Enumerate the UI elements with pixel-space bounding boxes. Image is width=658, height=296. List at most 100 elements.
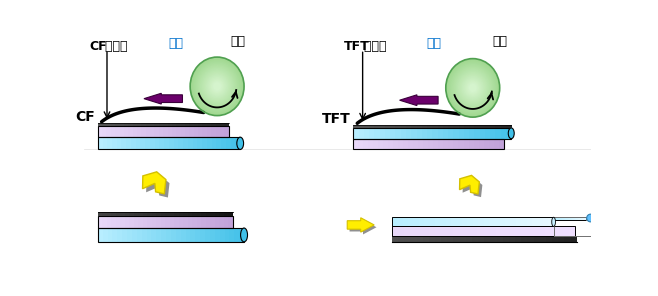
Bar: [186, 228, 191, 242]
Bar: [438, 128, 443, 139]
Bar: [146, 126, 151, 137]
Bar: [408, 217, 414, 226]
Bar: [178, 216, 184, 228]
Bar: [561, 217, 563, 220]
Bar: [141, 126, 146, 137]
Bar: [137, 228, 142, 242]
Bar: [497, 236, 503, 242]
Bar: [369, 128, 375, 139]
Bar: [122, 228, 128, 242]
Bar: [393, 139, 399, 149]
Bar: [107, 137, 113, 149]
Bar: [417, 236, 423, 242]
Bar: [202, 137, 207, 149]
Bar: [556, 217, 557, 220]
Bar: [159, 126, 164, 137]
Ellipse shape: [190, 57, 244, 116]
Bar: [448, 128, 454, 139]
Bar: [401, 128, 407, 139]
Ellipse shape: [449, 62, 496, 113]
Ellipse shape: [192, 59, 242, 114]
Bar: [228, 212, 233, 216]
Bar: [181, 123, 186, 126]
Polygon shape: [463, 178, 482, 197]
Bar: [103, 228, 108, 242]
Bar: [102, 216, 107, 228]
Bar: [155, 137, 160, 149]
Bar: [484, 217, 490, 226]
Ellipse shape: [195, 62, 240, 110]
Ellipse shape: [209, 77, 226, 96]
Bar: [474, 125, 480, 128]
Bar: [399, 139, 404, 149]
Bar: [224, 123, 229, 126]
Bar: [138, 216, 143, 228]
Bar: [163, 126, 168, 137]
Bar: [411, 236, 417, 242]
Bar: [200, 228, 205, 242]
Bar: [577, 217, 579, 220]
Ellipse shape: [467, 81, 478, 94]
Bar: [502, 226, 509, 236]
Bar: [443, 125, 449, 128]
Bar: [176, 126, 181, 137]
Bar: [102, 126, 107, 137]
Bar: [197, 216, 201, 228]
Bar: [422, 128, 428, 139]
Ellipse shape: [452, 66, 494, 110]
Ellipse shape: [464, 78, 482, 97]
Ellipse shape: [199, 66, 236, 106]
Bar: [112, 137, 117, 149]
Bar: [392, 236, 399, 242]
Bar: [565, 236, 571, 242]
Ellipse shape: [456, 70, 490, 106]
Ellipse shape: [458, 72, 488, 104]
Bar: [438, 139, 444, 149]
Bar: [125, 212, 130, 216]
Bar: [193, 137, 198, 149]
Bar: [353, 139, 503, 149]
Bar: [188, 212, 192, 216]
Bar: [353, 139, 359, 149]
Ellipse shape: [463, 77, 483, 99]
Bar: [569, 226, 576, 236]
Bar: [574, 217, 576, 220]
Bar: [449, 139, 454, 149]
Bar: [534, 236, 540, 242]
Bar: [215, 216, 219, 228]
Bar: [234, 228, 240, 242]
Ellipse shape: [452, 65, 494, 111]
Bar: [210, 212, 215, 216]
Ellipse shape: [206, 74, 228, 99]
Bar: [192, 212, 197, 216]
Bar: [172, 126, 177, 137]
Ellipse shape: [211, 79, 224, 94]
Bar: [495, 128, 501, 139]
Ellipse shape: [455, 69, 490, 107]
Bar: [540, 236, 546, 242]
Bar: [224, 126, 229, 137]
Bar: [364, 125, 370, 128]
Ellipse shape: [197, 64, 238, 109]
Bar: [117, 228, 122, 242]
Bar: [102, 123, 107, 126]
Bar: [164, 137, 169, 149]
Ellipse shape: [202, 70, 232, 103]
Bar: [205, 216, 211, 228]
Ellipse shape: [212, 81, 222, 92]
Bar: [385, 125, 391, 128]
Bar: [573, 217, 574, 220]
Bar: [558, 217, 559, 220]
Bar: [125, 216, 130, 228]
Bar: [427, 125, 433, 128]
Bar: [190, 123, 194, 126]
Bar: [422, 236, 429, 242]
Bar: [392, 226, 575, 236]
Bar: [197, 212, 201, 216]
Bar: [207, 126, 212, 137]
Bar: [528, 236, 534, 242]
Ellipse shape: [461, 75, 485, 101]
Bar: [107, 216, 112, 228]
Bar: [150, 126, 155, 137]
Bar: [526, 226, 533, 236]
